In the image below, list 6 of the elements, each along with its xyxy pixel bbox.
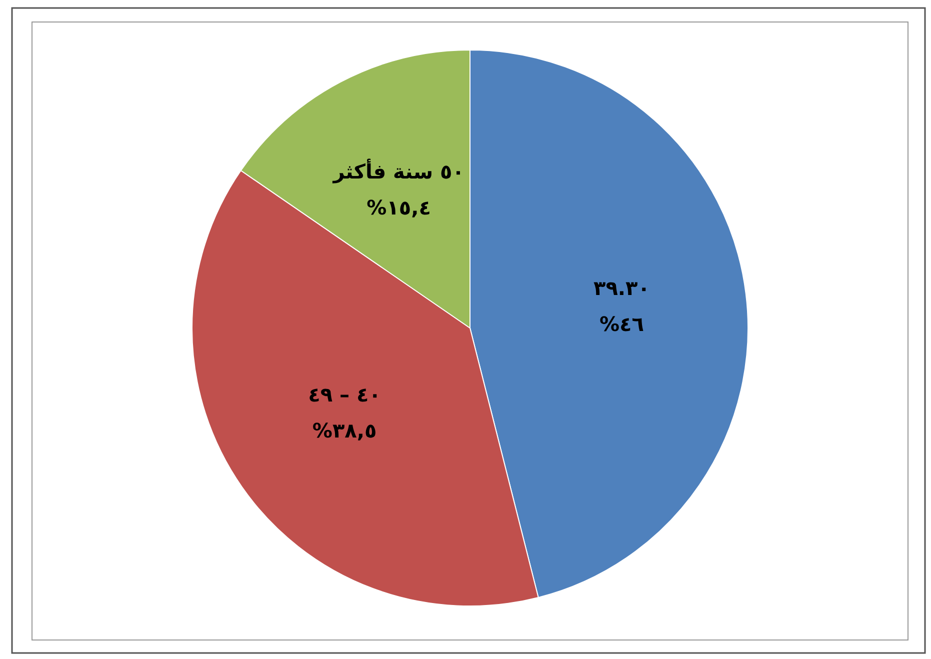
slice-label: ٥٠ سنة فأكثر [332, 158, 464, 184]
slice-label: ٤٠ – ٤٩ [308, 382, 381, 406]
data-label: ٤٦% [599, 312, 644, 336]
data-label: ٣٨,٥% [312, 418, 377, 442]
slice-label: ٣٩.٣٠ [594, 276, 650, 300]
data-label: ١٥,٤% [366, 196, 431, 220]
